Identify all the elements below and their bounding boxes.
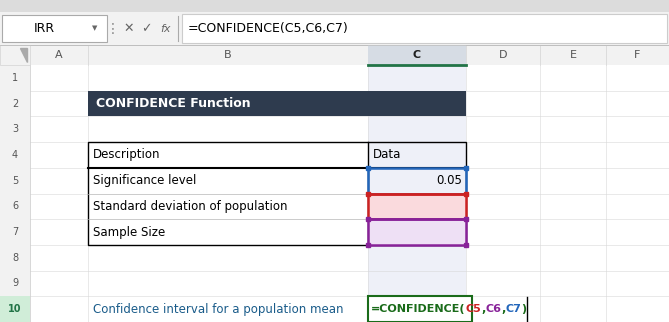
Text: F: F <box>634 50 641 60</box>
Text: ,: , <box>502 304 506 314</box>
Bar <box>0 245 30 270</box>
Bar <box>0 45 669 65</box>
Text: ✓: ✓ <box>141 22 151 35</box>
Bar <box>0 168 30 194</box>
Bar <box>0 0 669 12</box>
Bar <box>0 219 30 245</box>
Bar <box>0 296 30 322</box>
Text: A: A <box>55 50 63 60</box>
Bar <box>2 15 107 42</box>
Text: 5: 5 <box>12 175 18 186</box>
Bar <box>88 142 466 245</box>
Text: 8: 8 <box>12 253 18 263</box>
Bar <box>368 168 466 194</box>
Text: C7: C7 <box>506 304 522 314</box>
Text: Data: Data <box>373 148 401 161</box>
Text: 3: 3 <box>12 124 18 134</box>
Text: CONFIDENCE Function: CONFIDENCE Function <box>96 97 251 110</box>
Text: ▼: ▼ <box>92 25 98 32</box>
Text: 2: 2 <box>12 99 18 109</box>
Text: 10: 10 <box>8 304 22 314</box>
Bar <box>0 142 30 168</box>
Text: fx: fx <box>160 24 171 33</box>
Text: =CONFIDENCE(: =CONFIDENCE( <box>371 304 466 314</box>
Bar <box>0 116 30 142</box>
Text: ): ) <box>522 304 527 314</box>
Bar <box>0 270 30 296</box>
Text: =CONFIDENCE(C5,C6,C7): =CONFIDENCE(C5,C6,C7) <box>188 22 349 35</box>
Text: ⋮: ⋮ <box>106 22 120 35</box>
Text: IRR: IRR <box>33 22 55 35</box>
Bar <box>0 194 30 219</box>
Text: Standard deviation of population: Standard deviation of population <box>93 200 288 213</box>
Bar <box>182 14 667 43</box>
Bar <box>0 65 30 91</box>
Text: ✕: ✕ <box>123 22 134 35</box>
Bar <box>88 91 466 116</box>
Text: 7: 7 <box>12 227 18 237</box>
Text: C: C <box>413 50 421 60</box>
Bar <box>0 45 30 65</box>
Bar <box>368 219 466 245</box>
Text: 100: 100 <box>440 225 462 239</box>
Text: 2.5: 2.5 <box>444 200 462 213</box>
Text: 6: 6 <box>12 201 18 211</box>
Bar <box>0 91 30 116</box>
Text: Description: Description <box>93 148 161 161</box>
Bar <box>368 296 472 322</box>
Bar <box>368 45 466 65</box>
Text: ,: , <box>481 304 486 314</box>
Text: B: B <box>224 50 232 60</box>
Bar <box>0 65 669 322</box>
Text: Sample Size: Sample Size <box>93 225 165 239</box>
Text: E: E <box>569 50 577 60</box>
Text: Significance level: Significance level <box>93 174 197 187</box>
Text: 4: 4 <box>12 150 18 160</box>
Text: C5: C5 <box>466 304 481 314</box>
Bar <box>368 65 466 322</box>
Text: 0.05: 0.05 <box>436 174 462 187</box>
Text: 9: 9 <box>12 279 18 289</box>
Bar <box>368 194 466 219</box>
Text: 1: 1 <box>12 73 18 83</box>
Bar <box>0 12 669 45</box>
Text: C6: C6 <box>486 304 502 314</box>
Text: Confidence interval for a population mean: Confidence interval for a population mea… <box>93 303 343 316</box>
Text: D: D <box>499 50 507 60</box>
Polygon shape <box>20 48 27 62</box>
